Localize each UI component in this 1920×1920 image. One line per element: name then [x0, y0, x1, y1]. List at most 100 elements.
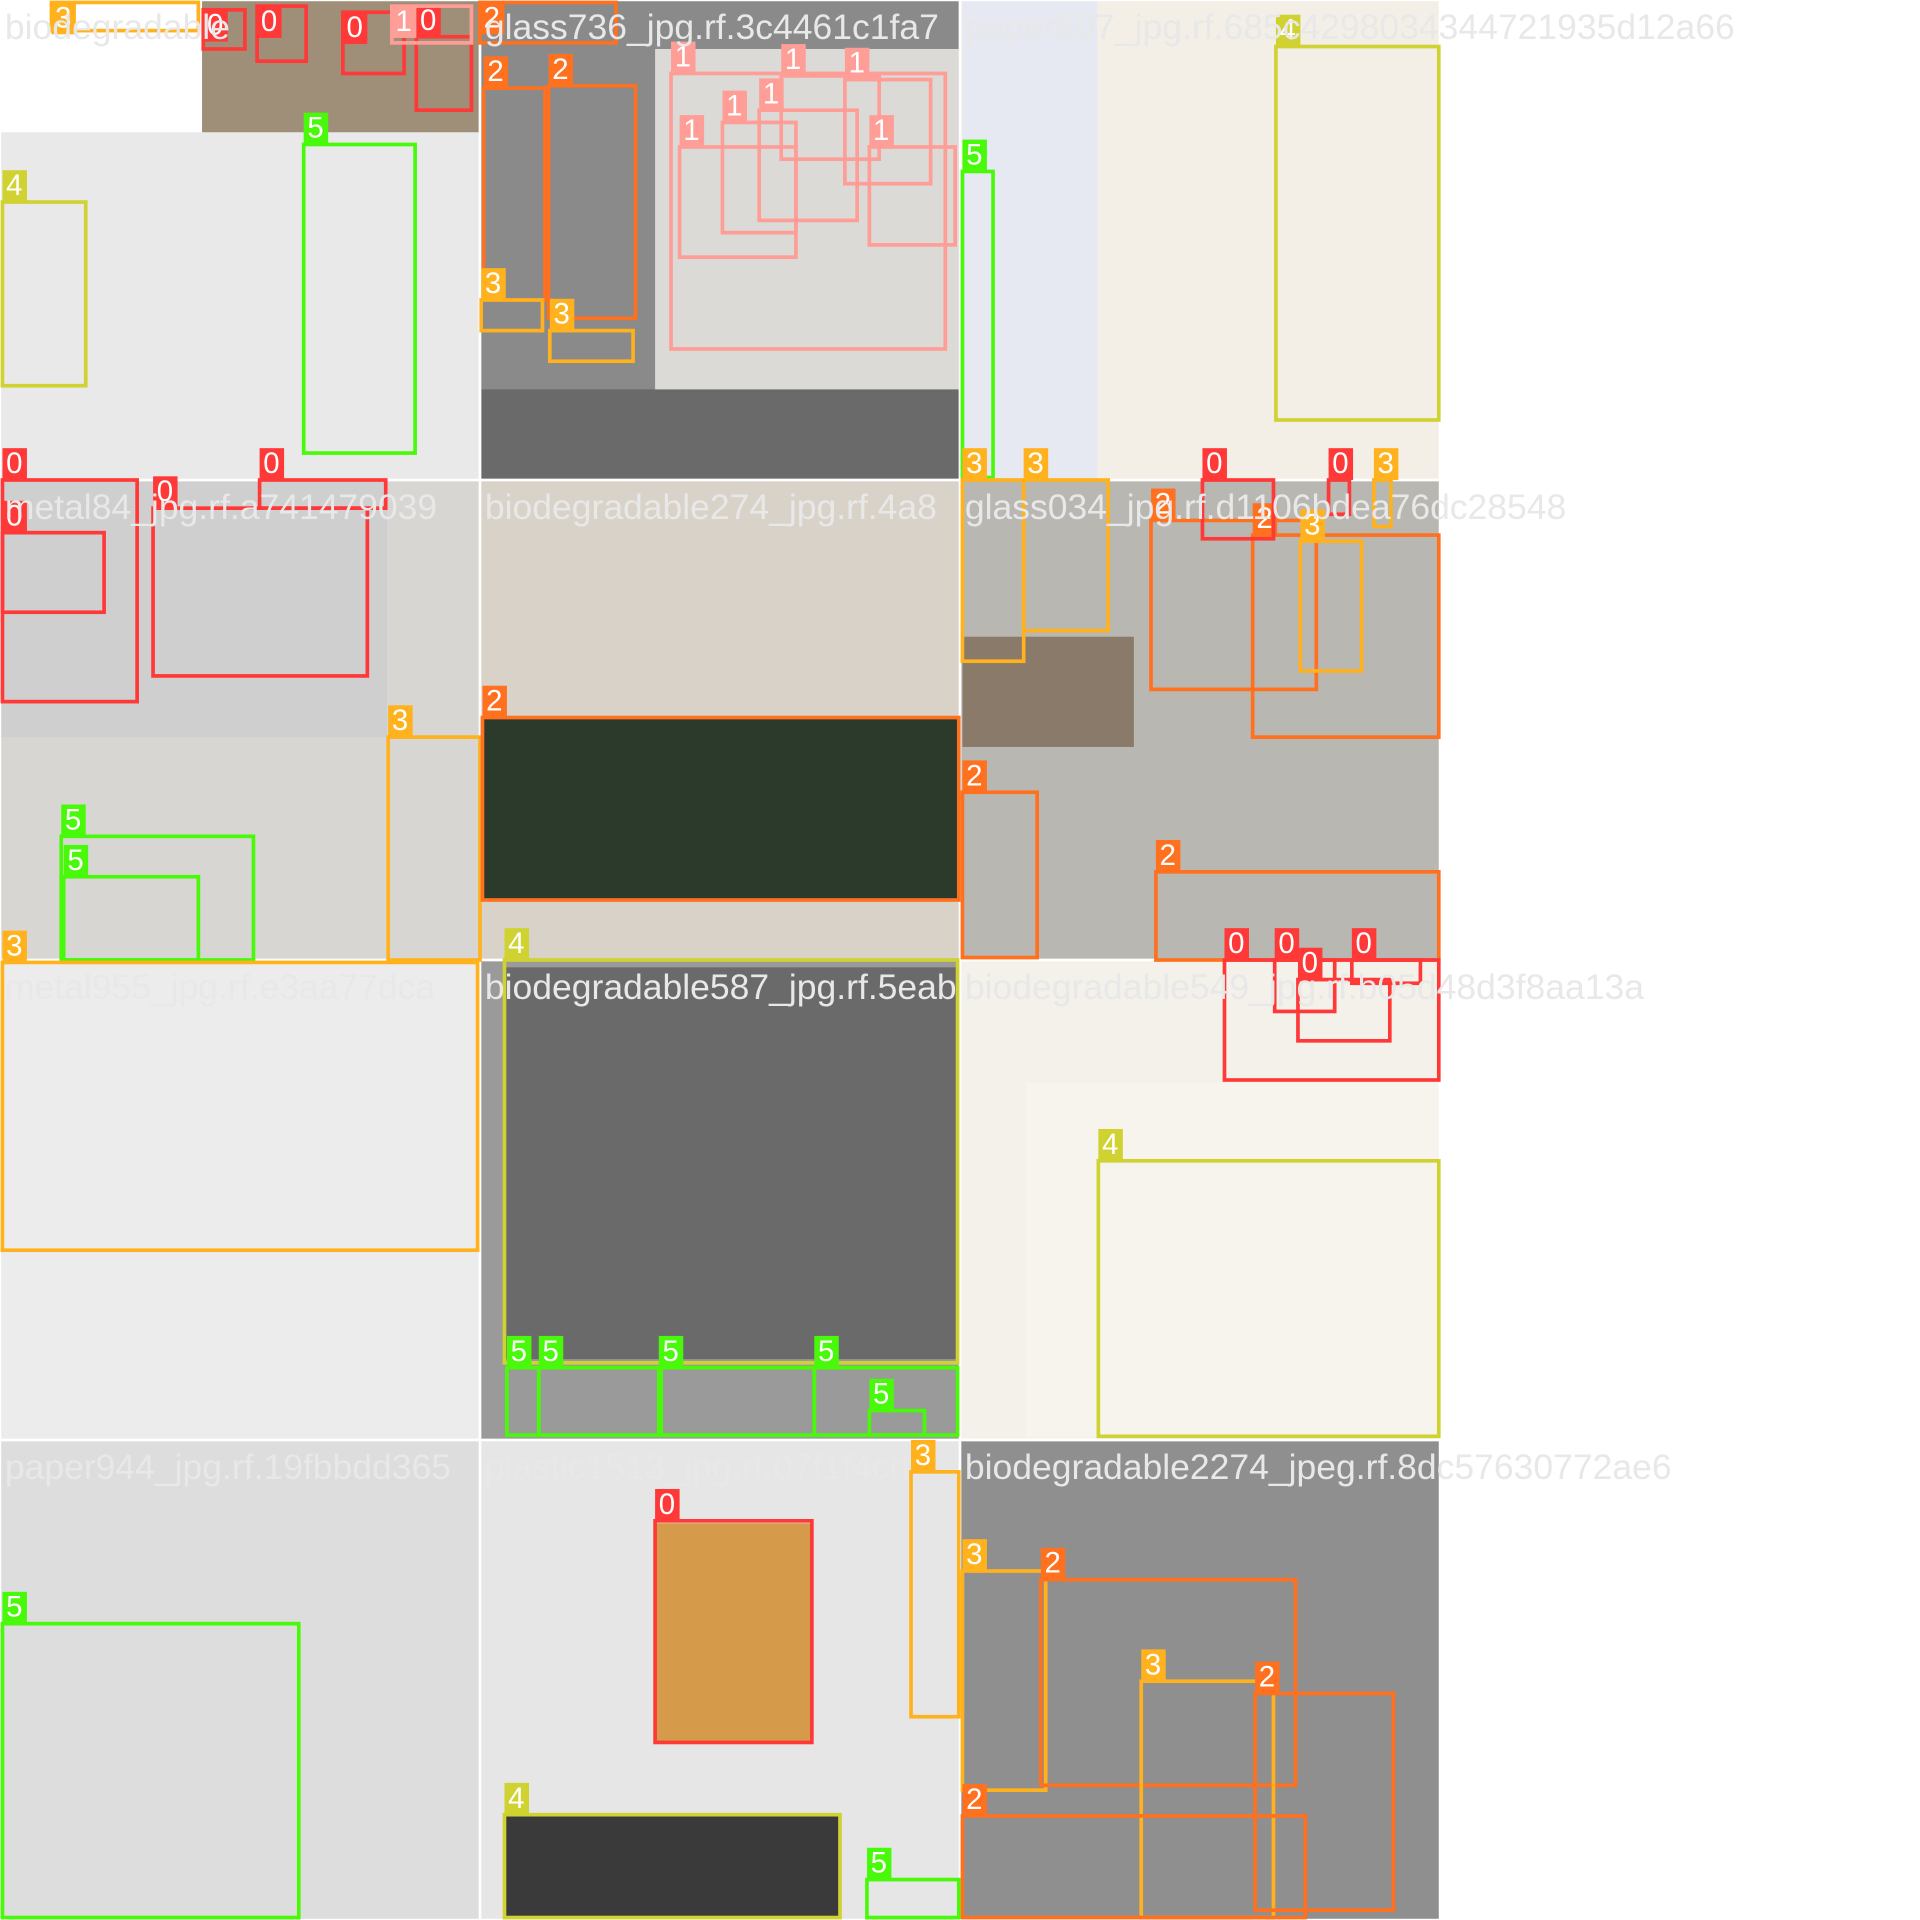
filename: biodegradable587_jpg.rf.5eab [485, 967, 957, 1007]
class-label: 3 [1027, 447, 1043, 480]
bounding-box [757, 108, 859, 223]
tile-image [0, 1440, 480, 1920]
bounding-box [0, 1621, 301, 1920]
image-region [656, 1523, 811, 1744]
bounding-box [1298, 539, 1364, 673]
bounding-box [653, 1518, 814, 1745]
class-label: 5 [966, 139, 982, 172]
bounding-box [301, 142, 417, 455]
label-tag [2, 500, 27, 533]
class-label: 2 [1155, 487, 1171, 520]
image-region [482, 717, 959, 902]
bounding-box [0, 530, 106, 615]
bounding-box [547, 328, 635, 364]
bounding-box [843, 77, 933, 186]
label-tag [61, 804, 86, 837]
class-label: 2 [484, 1, 500, 34]
label-tag [1151, 488, 1176, 521]
class-label: 5 [818, 1335, 834, 1368]
bounding-box [1296, 977, 1392, 1043]
label-tag [869, 1378, 894, 1411]
class-label: 5 [307, 112, 323, 145]
label-tag [2, 448, 27, 480]
label-tag [482, 685, 507, 718]
filename: paper607_jpg.rf.685c4298034344721935d12a… [965, 7, 1735, 47]
label-tag [1274, 928, 1300, 960]
class-label: 1 [675, 41, 691, 74]
label-tag [1224, 928, 1249, 960]
class-label: 3 [485, 267, 501, 300]
label-tag [1275, 14, 1301, 47]
class-label: 5 [67, 844, 83, 877]
label-tag [869, 115, 894, 147]
bounding-box [865, 1877, 961, 1920]
class-label: 5 [873, 1378, 889, 1411]
label-tag [1023, 448, 1049, 480]
class-label: 0 [1228, 927, 1244, 960]
label-tag [911, 1440, 936, 1472]
class-label: 4 [1280, 14, 1296, 47]
label-tag [153, 476, 178, 509]
bounding-box [1021, 478, 1110, 633]
label-tag [483, 56, 509, 89]
label-tag [342, 12, 368, 45]
class-label: 2 [1160, 839, 1176, 872]
bounding-box [536, 1365, 664, 1437]
label-tag [504, 1782, 529, 1815]
class-label: 0 [347, 11, 363, 44]
bounding-box [1149, 518, 1319, 692]
bounding-box [867, 1408, 927, 1437]
class-label: 3 [1378, 447, 1394, 480]
bounding-box [960, 790, 1039, 960]
label-tag [722, 90, 747, 123]
filename: metal84_jpg.rf.a741479039 [5, 487, 437, 527]
class-label: 2 [966, 1783, 982, 1816]
class-label: 0 [1206, 447, 1222, 480]
bounding-box [1274, 44, 1441, 422]
label-tag [962, 1539, 987, 1572]
label-tag [1255, 1661, 1280, 1694]
class-label: 4 [6, 169, 22, 202]
label-tag [1141, 1649, 1166, 1682]
filename: paper944_jpg.rf.19fbbdd365 [5, 1447, 451, 1487]
class-label: 0 [6, 447, 22, 480]
class-label: 4 [508, 1782, 524, 1815]
label-tag [203, 9, 228, 42]
label-tag [1297, 947, 1323, 980]
filename: metal955_jpg.rf.e3aa77dca [5, 967, 436, 1007]
bounding-box [502, 1812, 842, 1920]
bounding-box [502, 958, 960, 1365]
bounding-box [1200, 478, 1276, 541]
filename: glass034_jpg.rf.d1106bdea76dc28548 [965, 487, 1566, 527]
bounding-box [257, 478, 388, 511]
class-label: 0 [420, 4, 436, 37]
class-label: 4 [508, 927, 524, 960]
bounding-box [386, 735, 482, 962]
bounding-box [480, 715, 961, 902]
label-tag [2, 930, 27, 963]
class-label: 0 [263, 447, 279, 480]
class-label: 5 [6, 1591, 22, 1624]
class-label: 2 [1256, 502, 1272, 535]
label-tag [1098, 1128, 1123, 1161]
label-tag [2, 170, 27, 203]
label-tag [481, 268, 506, 300]
class-label: 4 [1102, 1128, 1118, 1161]
label-tag [962, 760, 987, 793]
bounding-box [1038, 1577, 1298, 1788]
label-tag [257, 6, 282, 38]
label-tag [504, 928, 529, 960]
label-tag [1373, 448, 1399, 480]
label-tag [866, 1847, 892, 1880]
label-tag [814, 1335, 839, 1368]
filename: glass736_jpg.rf.3c4461c1fa7 [485, 7, 939, 47]
class-label: 1 [396, 5, 412, 38]
bounding-box [960, 1814, 1308, 1920]
class-label: 0 [1356, 927, 1372, 960]
label-tag [655, 1488, 680, 1521]
class-label: 2 [487, 55, 503, 88]
class-label: 0 [261, 5, 277, 38]
tile-image [0, 960, 480, 1440]
class-label: 3 [966, 447, 982, 480]
